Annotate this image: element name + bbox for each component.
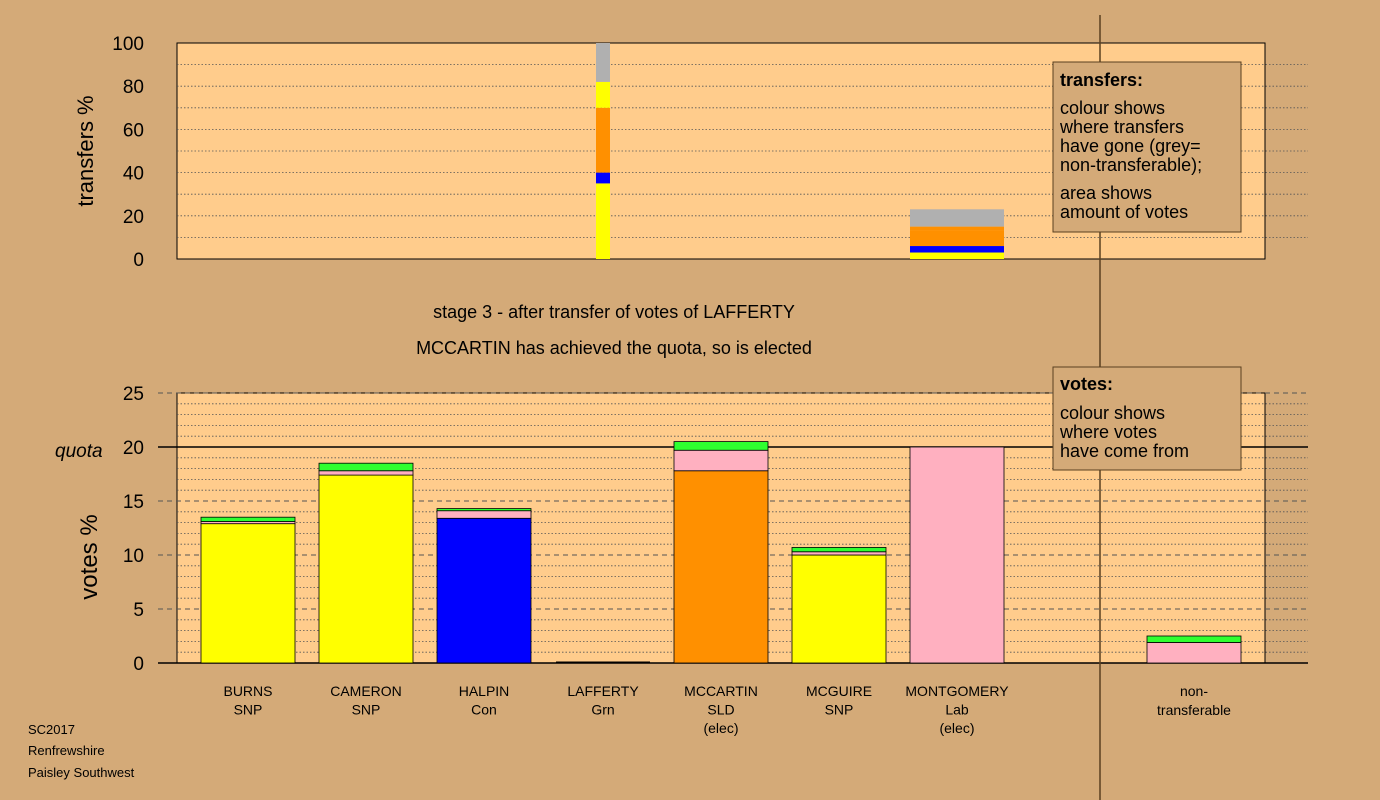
transfer-segment <box>596 81 610 108</box>
transfers-legend-title: transfers: <box>1060 70 1143 90</box>
footer-council: Renfrewshire <box>28 743 105 758</box>
footer-election: SC2017 <box>28 722 75 737</box>
y-tick-label: 25 <box>123 384 144 405</box>
transfers-legend-line: area shows <box>1060 183 1152 203</box>
candidate-label: CAMERON <box>330 683 402 699</box>
transfer-segment <box>596 183 610 259</box>
transfers-y-ticks: 0 20 40 60 80 100 <box>112 34 144 271</box>
non-transferable-label: non- <box>1180 683 1208 699</box>
votes-legend-title: votes: <box>1060 374 1113 394</box>
y-tick-label: 80 <box>123 77 144 98</box>
candidate-labels: BURNS SNP CAMERON SNP HALPIN Con LAFFERTY Grn MC… <box>223 683 1231 736</box>
y-tick-label: 15 <box>123 492 144 513</box>
transfers-legend: transfers: colour shows where transfers … <box>1052 61 1242 233</box>
vote-segment <box>318 474 414 664</box>
votes-y-ticks: 0 5 10 15 20 25 <box>123 384 144 675</box>
candidate-label: MCCARTIN <box>684 683 758 699</box>
votes-y-axis-label: votes % <box>76 514 103 599</box>
transfers-legend-box <box>1052 61 1242 233</box>
stage-caption: stage 3 - after transfer of votes of LAF… <box>433 302 795 322</box>
candidate-label: SNP <box>234 702 263 718</box>
vote-segment <box>791 547 887 553</box>
candidate-label: BURNS <box>223 683 272 699</box>
transfers-y-axis-label: transfers % <box>73 95 98 206</box>
transfer-segment <box>596 107 610 173</box>
transfers-legend-line: amount of votes <box>1060 202 1188 222</box>
votes-legend-line: colour shows <box>1060 403 1165 423</box>
candidate-label: (elec) <box>703 720 738 736</box>
vote-segment <box>436 508 532 512</box>
candidate-label: SLD <box>707 702 734 718</box>
vote-segment <box>436 510 532 519</box>
votes-legend-line: where votes <box>1059 422 1157 442</box>
vote-segment <box>318 470 414 476</box>
quota-label: quota <box>55 441 103 462</box>
vote-segment <box>436 517 532 664</box>
candidate-label: Lab <box>945 702 969 718</box>
vote-segment <box>1146 642 1242 664</box>
transfers-legend-line: where transfers <box>1059 117 1184 137</box>
transfer-segment <box>910 209 1004 227</box>
y-tick-label: 0 <box>133 250 144 271</box>
candidate-label: MCGUIRE <box>806 683 872 699</box>
candidate-label: Grn <box>591 702 614 718</box>
vote-segment <box>318 462 414 472</box>
y-tick-label: 0 <box>133 654 144 675</box>
vote-segment <box>791 554 887 664</box>
transfers-legend-line: non-transferable); <box>1060 155 1202 175</box>
vote-segment <box>673 441 769 451</box>
votes-legend-line: have come from <box>1060 441 1189 461</box>
candidate-label: SNP <box>352 702 381 718</box>
elected-caption: MCCARTIN has achieved the quota, so is e… <box>416 338 812 358</box>
candidate-label: LAFFERTY <box>567 683 639 699</box>
candidate-label: HALPIN <box>459 683 510 699</box>
footer-ward: Paisley Southwest <box>28 765 135 780</box>
votes-legend-box <box>1052 366 1242 471</box>
transfer-segment <box>596 43 610 82</box>
y-tick-label: 100 <box>112 34 144 55</box>
y-tick-label: 40 <box>123 164 144 185</box>
candidate-label: Con <box>471 702 497 718</box>
candidate-label: MONTGOMERY <box>905 683 1009 699</box>
transfer-segment <box>910 246 1004 253</box>
y-tick-label: 20 <box>123 438 144 459</box>
y-tick-label: 60 <box>123 120 144 141</box>
vote-segment <box>909 446 1005 664</box>
transfer-segment <box>910 252 1004 259</box>
vote-segment <box>673 449 769 472</box>
transfers-legend-line: have gone (grey= <box>1060 136 1201 156</box>
vote-segment <box>200 516 296 522</box>
transfer-segment <box>910 226 1004 231</box>
transfer-segment <box>596 172 610 184</box>
vote-segment <box>791 551 887 556</box>
votes-bars <box>200 441 1242 664</box>
transfers-bars <box>596 43 1004 259</box>
non-transferable-label: transferable <box>1157 702 1231 718</box>
y-tick-label: 5 <box>133 600 144 621</box>
vote-segment <box>673 470 769 664</box>
candidate-label: SNP <box>825 702 854 718</box>
vote-segment <box>200 523 296 664</box>
y-tick-label: 20 <box>123 207 144 228</box>
votes-legend: votes: colour shows where votes have com… <box>1052 366 1242 471</box>
vote-segment <box>1146 635 1242 643</box>
transfers-legend-line: colour shows <box>1060 98 1165 118</box>
candidate-label: (elec) <box>939 720 974 736</box>
votes-plot: 0 5 10 15 20 25 BURNS SNP CAMERON SNP HALPIN Con LA… <box>55 384 1308 736</box>
y-tick-label: 10 <box>123 546 144 567</box>
transfer-segment <box>910 230 1004 247</box>
